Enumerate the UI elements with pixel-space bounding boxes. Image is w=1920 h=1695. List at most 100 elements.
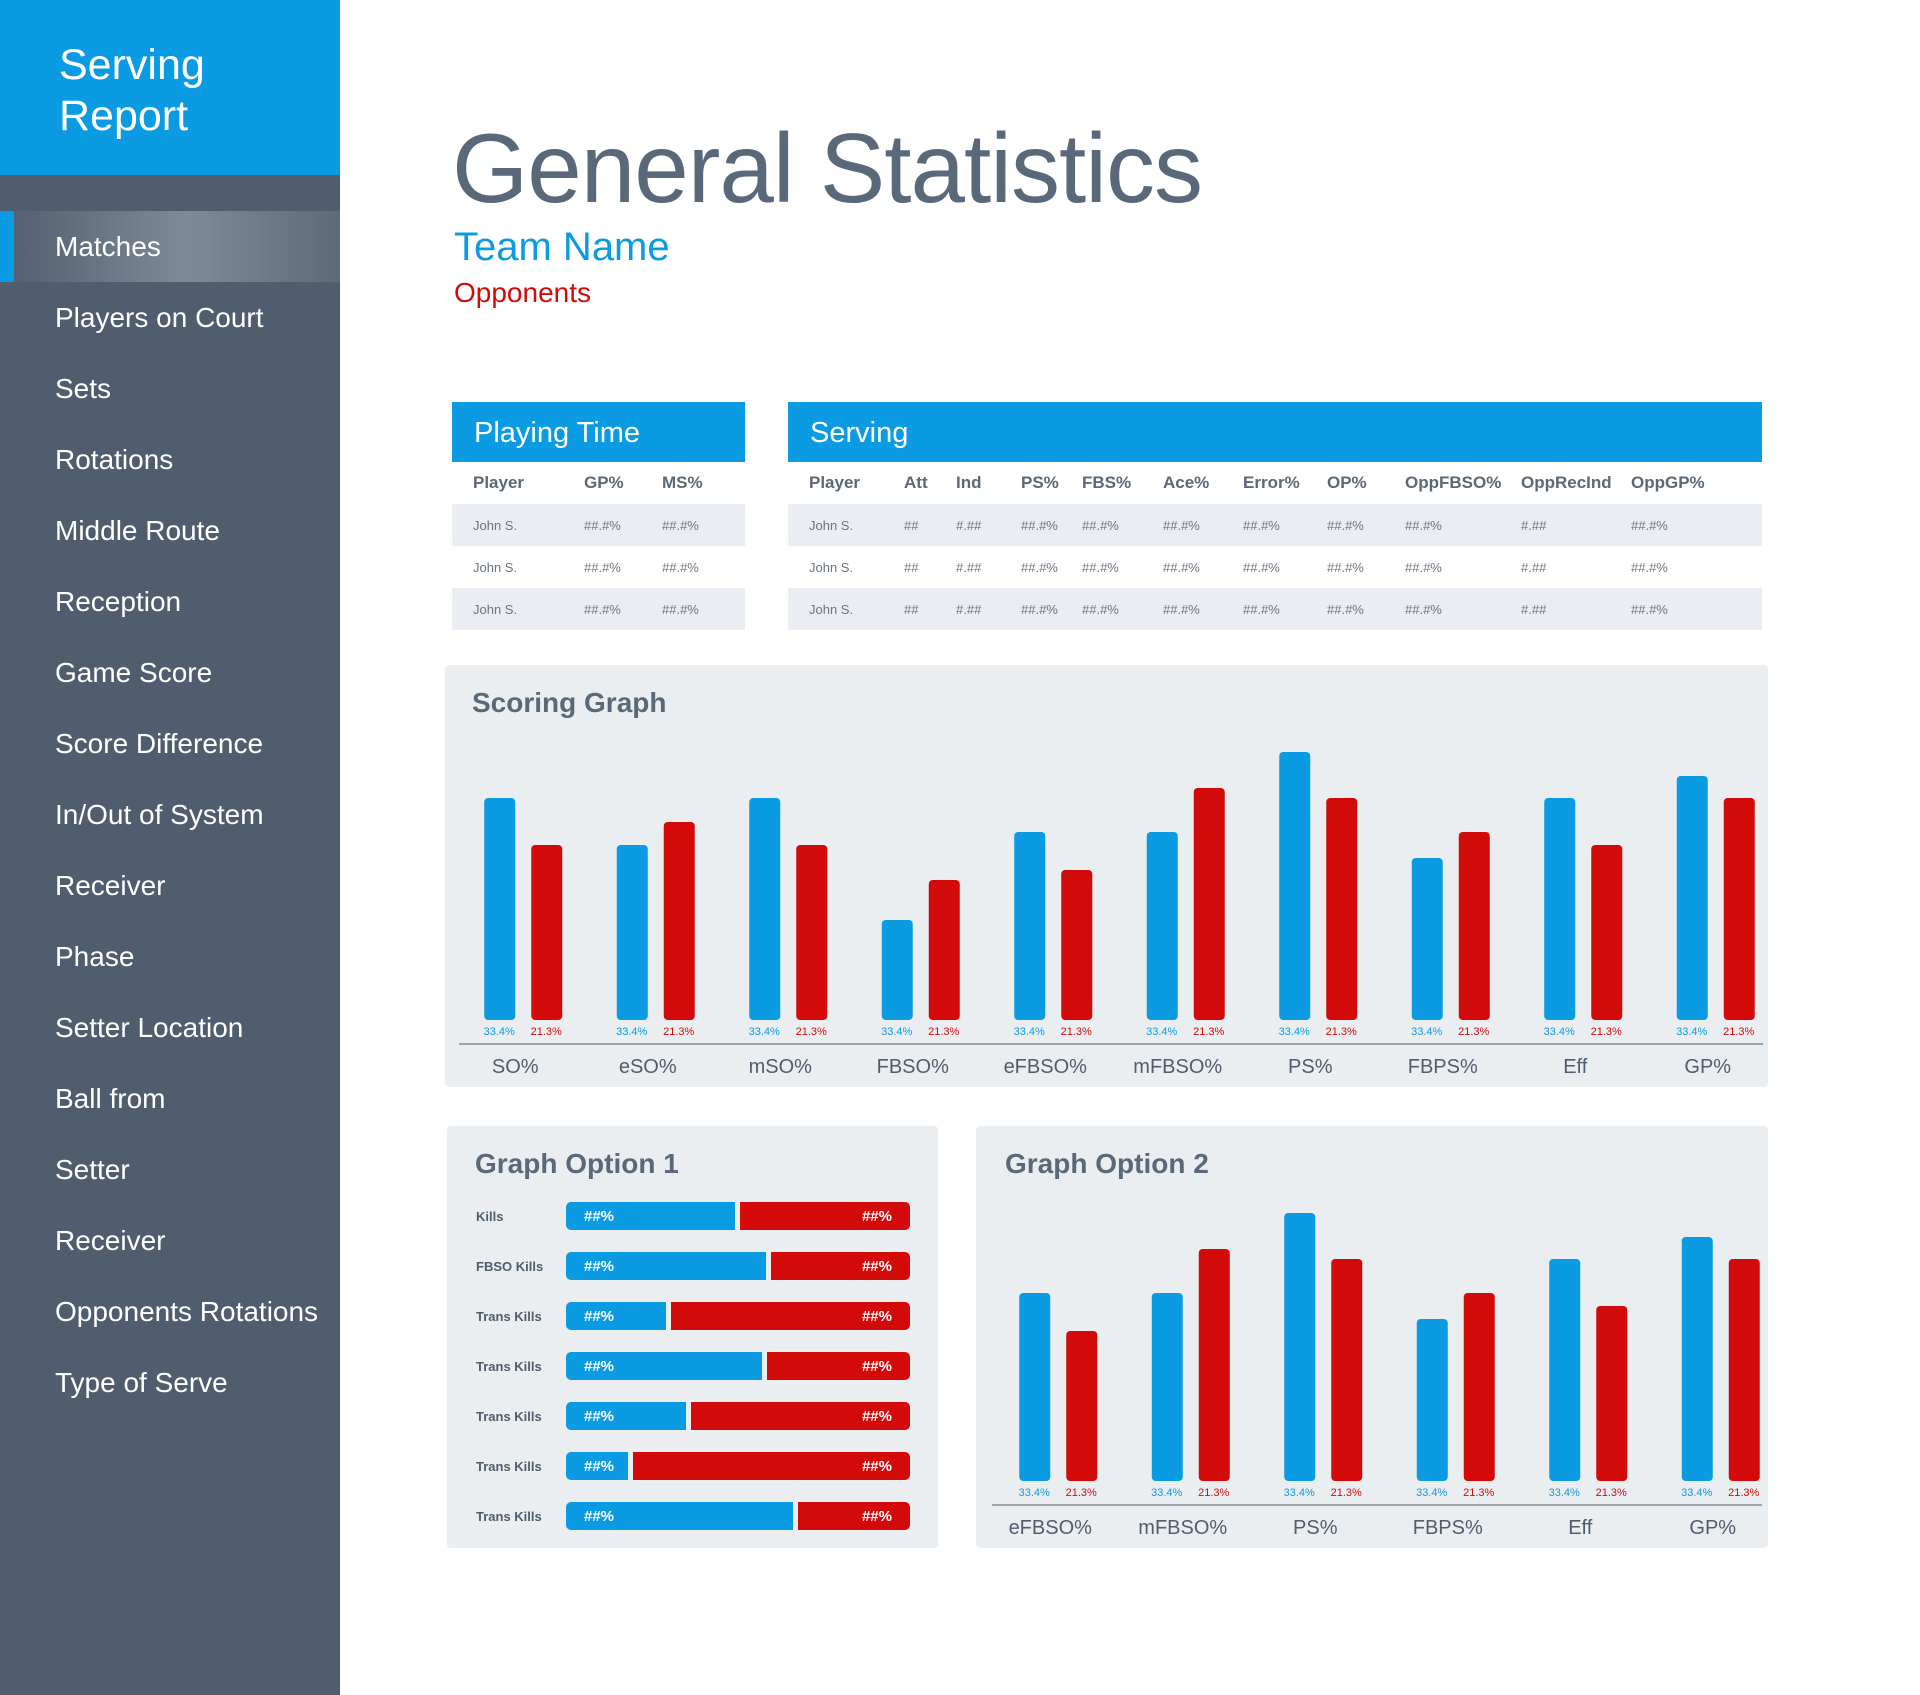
- bar-value-label: 21.3%: [1463, 1487, 1494, 1499]
- sidebar-item-reception[interactable]: Reception: [55, 585, 182, 617]
- team-bar[interactable]: [881, 920, 913, 1020]
- opponent-bar[interactable]: [1061, 870, 1093, 1020]
- graph-option-2-chart: 33.4% 21.3% eFBSO% 33.4% 21.3% mFBSO% 33.4% 21.…: [992, 1213, 1762, 1539]
- team-bar-segment[interactable]: [566, 1402, 686, 1430]
- scoring-graph-chart: 33.4% 21.3% SO% 33.4% 21.3% eSO% 33.4% 21.3% mSO…: [459, 752, 1763, 1078]
- sidebar-item-setter[interactable]: Setter: [55, 1153, 130, 1185]
- sidebar-item-type-of-serve[interactable]: Type of Serve: [55, 1366, 228, 1398]
- opponent-bar[interactable]: [663, 822, 695, 1020]
- opponent-value-label: ##%: [861, 1208, 892, 1225]
- team-name-legend: Team Name: [454, 225, 670, 269]
- table-cell: ##.#%: [1163, 601, 1200, 617]
- opponent-bar[interactable]: [1066, 1331, 1098, 1481]
- hbar-row: Trans Kills ##% ##%: [447, 1302, 910, 1330]
- opponent-bar[interactable]: [1331, 1259, 1363, 1481]
- hbar-row: Trans Kills ##% ##%: [447, 1502, 910, 1530]
- sidebar-item-receiver[interactable]: Receiver: [55, 869, 166, 901]
- column-header: Error%: [1243, 473, 1300, 492]
- team-bar-segment[interactable]: [566, 1502, 793, 1530]
- sidebar-item-phase[interactable]: Phase: [55, 940, 135, 972]
- team-bar[interactable]: [1014, 832, 1046, 1020]
- sidebar-item-in-out-of-system[interactable]: In/Out of System: [55, 798, 264, 830]
- team-bar[interactable]: [1279, 752, 1311, 1020]
- team-bar[interactable]: [616, 845, 648, 1020]
- opponent-bar[interactable]: [1458, 832, 1490, 1020]
- opponent-bar[interactable]: [1596, 1306, 1628, 1481]
- opponent-bar-segment[interactable]: [767, 1352, 910, 1380]
- table-cell: ##.#%: [1631, 517, 1668, 533]
- team-bar[interactable]: [1019, 1293, 1051, 1481]
- hbar-category-label: Trans Kills: [476, 1309, 542, 1324]
- team-bar[interactable]: [1681, 1237, 1713, 1481]
- stacked-bar[interactable]: ##% ##%: [566, 1252, 910, 1280]
- graph-option-2-title: Graph Option 2: [1005, 1148, 1209, 1179]
- sidebar-item-score-difference[interactable]: Score Difference: [55, 727, 264, 759]
- opponent-bar[interactable]: [1198, 1249, 1230, 1481]
- sidebar-item-receiver[interactable]: Receiver: [55, 1224, 166, 1256]
- sidebar-item-rotations[interactable]: Rotations: [55, 443, 174, 475]
- sidebar-nav: Matches Players on Court Sets Rotations Midd…: [0, 211, 340, 1418]
- sidebar-item-setter-location[interactable]: Setter Location: [55, 1011, 244, 1043]
- opponent-bar[interactable]: [1591, 845, 1623, 1020]
- team-bar[interactable]: [749, 798, 781, 1020]
- team-bar[interactable]: [1544, 798, 1576, 1020]
- opponent-bar-segment[interactable]: [771, 1252, 910, 1280]
- table-cell: ##.#%: [1021, 517, 1058, 533]
- team-bar-segment[interactable]: [566, 1352, 762, 1380]
- team-bar[interactable]: [1676, 776, 1708, 1020]
- bar-value-label: 33.4%: [1284, 1487, 1315, 1499]
- opponent-bar[interactable]: [796, 845, 828, 1020]
- sidebar-item-ball-from[interactable]: Ball from: [55, 1082, 166, 1114]
- table-row[interactable]: John S. ##.#% ##.#%: [452, 588, 745, 630]
- opponent-bar[interactable]: [1326, 798, 1358, 1020]
- opponent-bar[interactable]: [928, 880, 960, 1020]
- team-bar[interactable]: [1146, 832, 1178, 1020]
- sidebar-item-players-on-court[interactable]: Players on Court: [55, 301, 264, 333]
- team-bar[interactable]: [1284, 1213, 1316, 1481]
- team-value-label: ##%: [584, 1258, 615, 1275]
- opponent-bar-segment[interactable]: [691, 1402, 910, 1430]
- stacked-bar[interactable]: ##% ##%: [566, 1302, 910, 1330]
- stacked-bar[interactable]: ##% ##%: [566, 1452, 910, 1480]
- opponent-value-label: ##%: [861, 1508, 892, 1525]
- sidebar-item-game-score[interactable]: Game Score: [55, 656, 213, 688]
- opponent-bar-segment[interactable]: [633, 1452, 910, 1480]
- table-row[interactable]: John S. ## #.## ##.#% ##.#% ##.#% ##.#% ##.#% ##…: [788, 504, 1762, 546]
- opponent-bar-segment[interactable]: [740, 1202, 910, 1230]
- team-bar-segment[interactable]: [566, 1252, 766, 1280]
- team-bar-segment[interactable]: [566, 1302, 666, 1330]
- table-row[interactable]: John S. ## #.## ##.#% ##.#% ##.#% ##.#% ##.#% ##…: [788, 546, 1762, 588]
- opponent-bar[interactable]: [1193, 788, 1225, 1020]
- bar-value-label: 33.4%: [1681, 1487, 1712, 1499]
- team-bar[interactable]: [1411, 858, 1443, 1020]
- graph-option-2-panel: Graph Option 2 33.4% 21.3% eFBSO% 33.4% 21.3…: [976, 1126, 1768, 1548]
- serving-title: Serving: [788, 402, 1762, 462]
- sidebar-item-sets[interactable]: Sets: [55, 372, 112, 404]
- opponent-bar[interactable]: [1463, 1293, 1495, 1481]
- team-bar[interactable]: [1416, 1319, 1448, 1481]
- sidebar-item-opponents-rotations[interactable]: Opponents Rotations: [55, 1295, 319, 1327]
- stacked-bar[interactable]: ##% ##%: [566, 1502, 910, 1530]
- team-bar[interactable]: [1151, 1293, 1183, 1481]
- opponent-bar[interactable]: [1728, 1259, 1760, 1481]
- column-header: OppGP%: [1631, 473, 1705, 492]
- table-cell: #.##: [956, 601, 982, 617]
- team-bar-segment[interactable]: [566, 1452, 628, 1480]
- table-row[interactable]: John S. ## #.## ##.#% ##.#% ##.#% ##.#% ##.#% ##…: [788, 588, 1762, 630]
- stacked-bar[interactable]: ##% ##%: [566, 1352, 910, 1380]
- sidebar-item-middle-route[interactable]: Middle Route: [55, 514, 220, 546]
- opponent-bar[interactable]: [531, 845, 563, 1020]
- opponent-bar-segment[interactable]: [671, 1302, 910, 1330]
- stacked-bar[interactable]: ##% ##%: [566, 1402, 910, 1430]
- opponent-bar[interactable]: [1723, 798, 1755, 1020]
- hbar-category-label: Trans Kills: [476, 1459, 542, 1474]
- table-cell: John S.: [809, 559, 854, 575]
- team-bar[interactable]: [1549, 1259, 1581, 1481]
- team-bar[interactable]: [484, 798, 516, 1020]
- sidebar-item-matches[interactable]: Matches: [0, 211, 340, 282]
- table-row[interactable]: John S. ##.#% ##.#%: [452, 504, 745, 546]
- opponent-bar-segment[interactable]: [798, 1502, 910, 1530]
- stacked-bar[interactable]: ##% ##%: [566, 1202, 910, 1230]
- team-bar-segment[interactable]: [566, 1202, 735, 1230]
- table-row[interactable]: John S. ##.#% ##.#%: [452, 546, 745, 588]
